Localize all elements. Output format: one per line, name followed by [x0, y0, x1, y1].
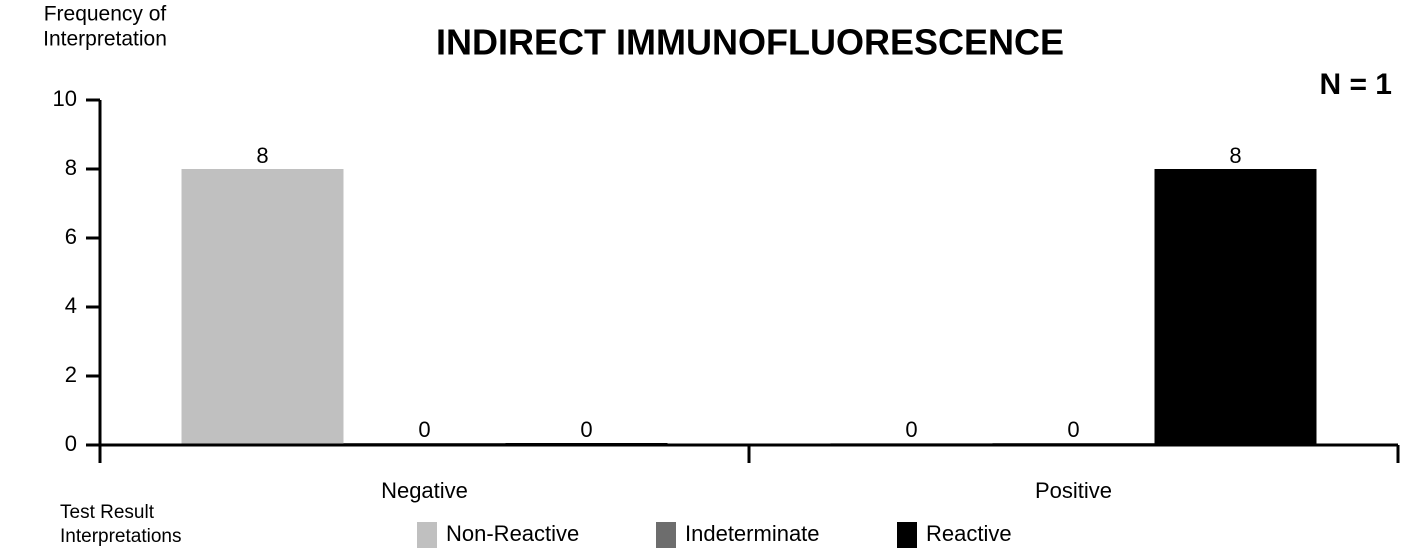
legend-swatch [656, 522, 676, 548]
legend-label: Reactive [926, 521, 1012, 546]
y-axis-label: Frequency of [44, 3, 167, 26]
y-tick-label: 4 [65, 293, 77, 318]
y-tick-label: 10 [53, 86, 77, 111]
annotation: N = 1 [1319, 68, 1392, 101]
data-label: 0 [418, 417, 430, 442]
y-axis-label: Interpretation [43, 28, 167, 51]
x-axis-label: Test Result [60, 502, 155, 523]
data-label: 8 [1229, 143, 1241, 168]
chart-title: INDIRECT IMMUNOFLUORESCENCE [436, 22, 1064, 63]
x-axis-label: Interpretations [60, 526, 181, 547]
bar [1154, 169, 1317, 445]
x-tick-label: Negative [381, 478, 468, 503]
legend-swatch [897, 522, 917, 548]
legend-swatch [417, 522, 437, 548]
data-label: 0 [580, 417, 592, 442]
legend-label: Indeterminate [685, 521, 820, 546]
x-tick-label: Positive [1035, 478, 1112, 503]
legend-label: Non-Reactive [446, 521, 579, 546]
bar [181, 169, 344, 445]
data-label: 0 [905, 417, 917, 442]
y-tick-label: 2 [65, 362, 77, 387]
data-label: 8 [256, 143, 268, 168]
y-tick-label: 0 [65, 431, 77, 456]
y-tick-label: 8 [65, 155, 77, 180]
y-tick-label: 6 [65, 224, 77, 249]
data-label: 0 [1067, 417, 1079, 442]
